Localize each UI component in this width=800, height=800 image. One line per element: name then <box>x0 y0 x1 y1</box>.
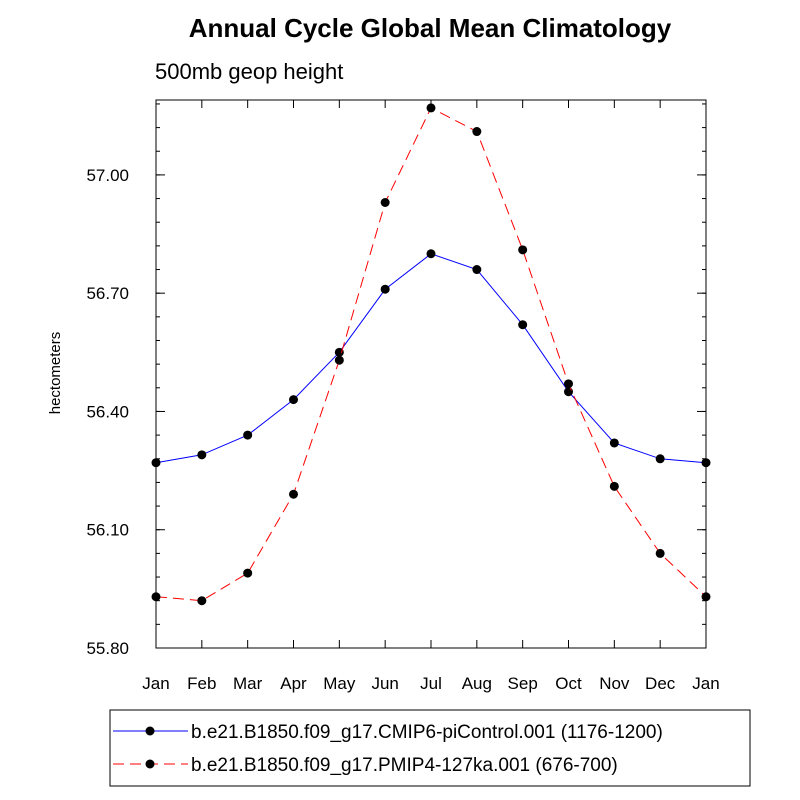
series-1-point-oct <box>564 379 573 389</box>
plot-frame <box>155 99 707 649</box>
series-1-point-dec <box>655 548 665 558</box>
y-tick-label: 56.40 <box>86 402 129 421</box>
series-1-point-feb <box>197 596 207 606</box>
series-0-point-jul <box>426 249 436 259</box>
series-0-point-mar <box>243 430 253 440</box>
legend-marker-127ka <box>145 759 155 769</box>
series-1-point-sep <box>518 245 528 255</box>
series-0-point-nov <box>609 438 619 448</box>
legend-box <box>109 709 751 787</box>
y-tick-label: 55.80 <box>86 639 129 658</box>
legend-marker-control <box>145 726 155 736</box>
x-tick-label-apr: Apr <box>280 674 307 693</box>
series-1-point-nov <box>609 481 619 491</box>
series-line-0 <box>155 253 707 464</box>
y-axis-label: hectometers <box>47 332 64 415</box>
series-1-point-apr <box>289 489 298 499</box>
series-layer <box>151 103 711 606</box>
x-tick-label-aug: Aug <box>462 674 492 693</box>
legend: b.e21.B1850.f09_g17.CMIP6-piControl.001 … <box>109 709 751 787</box>
legend-entry-127ka: b.e21.B1850.f09_g17.PMIP4-127ka.001 (676… <box>113 755 618 776</box>
series-1-point-jun <box>380 198 390 208</box>
x-tick-label-may: May <box>323 674 356 693</box>
legend-label-127ka: b.e21.B1850.f09_g17.PMIP4-127ka.001 (676… <box>191 755 618 776</box>
x-tick-label-jan: Jan <box>692 674 719 693</box>
chart-subtitle: 500mb geop height <box>155 59 343 84</box>
legend-entry-control: b.e21.B1850.f09_g17.CMIP6-piControl.001 … <box>113 722 663 743</box>
y-tick-label: 56.10 <box>86 521 129 540</box>
series-0-point-oct <box>564 387 573 397</box>
x-tick-label-jan: Jan <box>142 674 169 693</box>
series-1-point-aug <box>472 127 482 137</box>
series-0-point-aug <box>472 265 482 275</box>
y-tick-label: 56.70 <box>86 284 129 303</box>
x-tick-label-mar: Mar <box>233 674 263 693</box>
series-0-point-dec <box>655 454 665 464</box>
series-line-1 <box>155 107 707 602</box>
x-tick-label-dec: Dec <box>645 674 676 693</box>
x-tick-label-nov: Nov <box>599 674 630 693</box>
series-1-point-mar <box>243 568 253 578</box>
axis-ticks: Jan Feb Mar Apr May Jun Jul Aug Sep Oct Nov Dec Jan 5… <box>86 100 720 693</box>
series-1-point-jul <box>426 103 436 113</box>
legend-label-control: b.e21.B1850.f09_g17.CMIP6-piControl.001 … <box>191 722 663 743</box>
x-tick-label-feb: Feb <box>187 674 216 693</box>
y-tick-label: 57.00 <box>86 166 129 185</box>
series-0-point-may <box>334 347 344 357</box>
series-0-point-sep <box>518 320 528 330</box>
chart-title: Annual Cycle Global Mean Climatology <box>189 13 672 43</box>
series-0-point-apr <box>289 395 298 405</box>
series-0-point-feb <box>197 450 207 460</box>
x-tick-label-oct: Oct <box>555 674 582 693</box>
x-tick-label-sep: Sep <box>508 674 538 693</box>
series-0-point-jun <box>380 284 390 294</box>
series-1-point-may <box>334 355 344 365</box>
x-tick-label-jun: Jun <box>371 674 398 693</box>
x-tick-label-jul: Jul <box>420 674 442 693</box>
